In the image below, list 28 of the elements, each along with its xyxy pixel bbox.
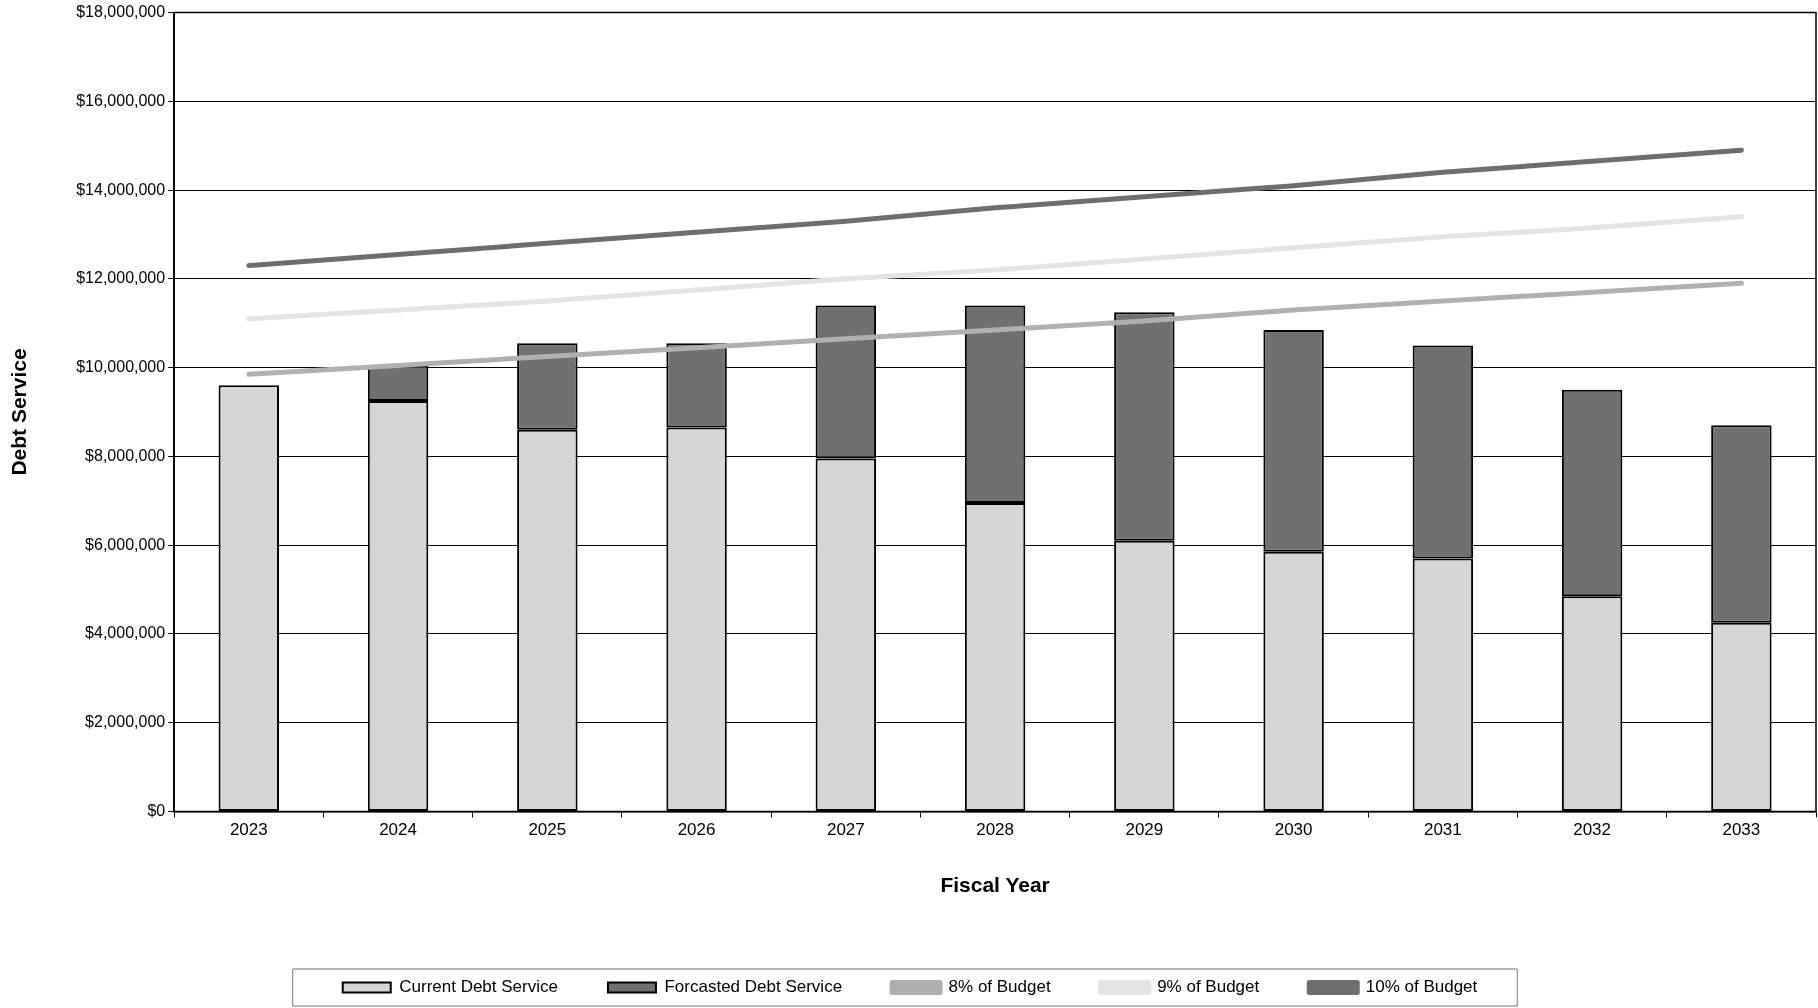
x-tick-label: 2031 [1423, 820, 1462, 840]
y-tick-label: $6,000,000 [85, 535, 166, 553]
y-tick-label: $10,000,000 [76, 358, 166, 376]
x-tick-label: 2029 [1125, 820, 1164, 840]
x-tick-label: 2028 [976, 820, 1014, 840]
y-tick-label: $4,000,000 [85, 624, 166, 642]
y-tick-label: $0 [147, 801, 166, 819]
legend-label: 8% of Budget [948, 977, 1051, 997]
x-tick-label: 2032 [1573, 820, 1612, 840]
y-tick-label: $14,000,000 [76, 180, 166, 198]
y-tick-label: $16,000,000 [76, 91, 166, 109]
x-tick-label: 2027 [826, 820, 865, 840]
x-tick-label: 2033 [1722, 820, 1761, 840]
y-tick-label: $2,000,000 [85, 713, 166, 731]
x-tick-label: 2023 [229, 820, 268, 840]
legend-label: Current Debt Service [399, 977, 558, 997]
y-axis-title: Debt Service [7, 348, 31, 476]
y-tick-label: $12,000,000 [76, 269, 166, 287]
legend-label: Forcasted Debt Service [664, 977, 843, 997]
legend-label: 9% of Budget [1157, 977, 1260, 997]
x-tick-label: 2025 [528, 820, 567, 840]
y-tick-label: $8,000,000 [85, 446, 166, 464]
x-tick-label: 2024 [379, 820, 417, 840]
legend-label: 10% of Budget [1365, 977, 1478, 997]
y-tick-label: $18,000,000 [76, 3, 166, 21]
x-axis-title: Fiscal Year [940, 873, 1050, 897]
x-tick-label: 2026 [677, 820, 716, 840]
x-tick-label: 2030 [1274, 820, 1313, 840]
